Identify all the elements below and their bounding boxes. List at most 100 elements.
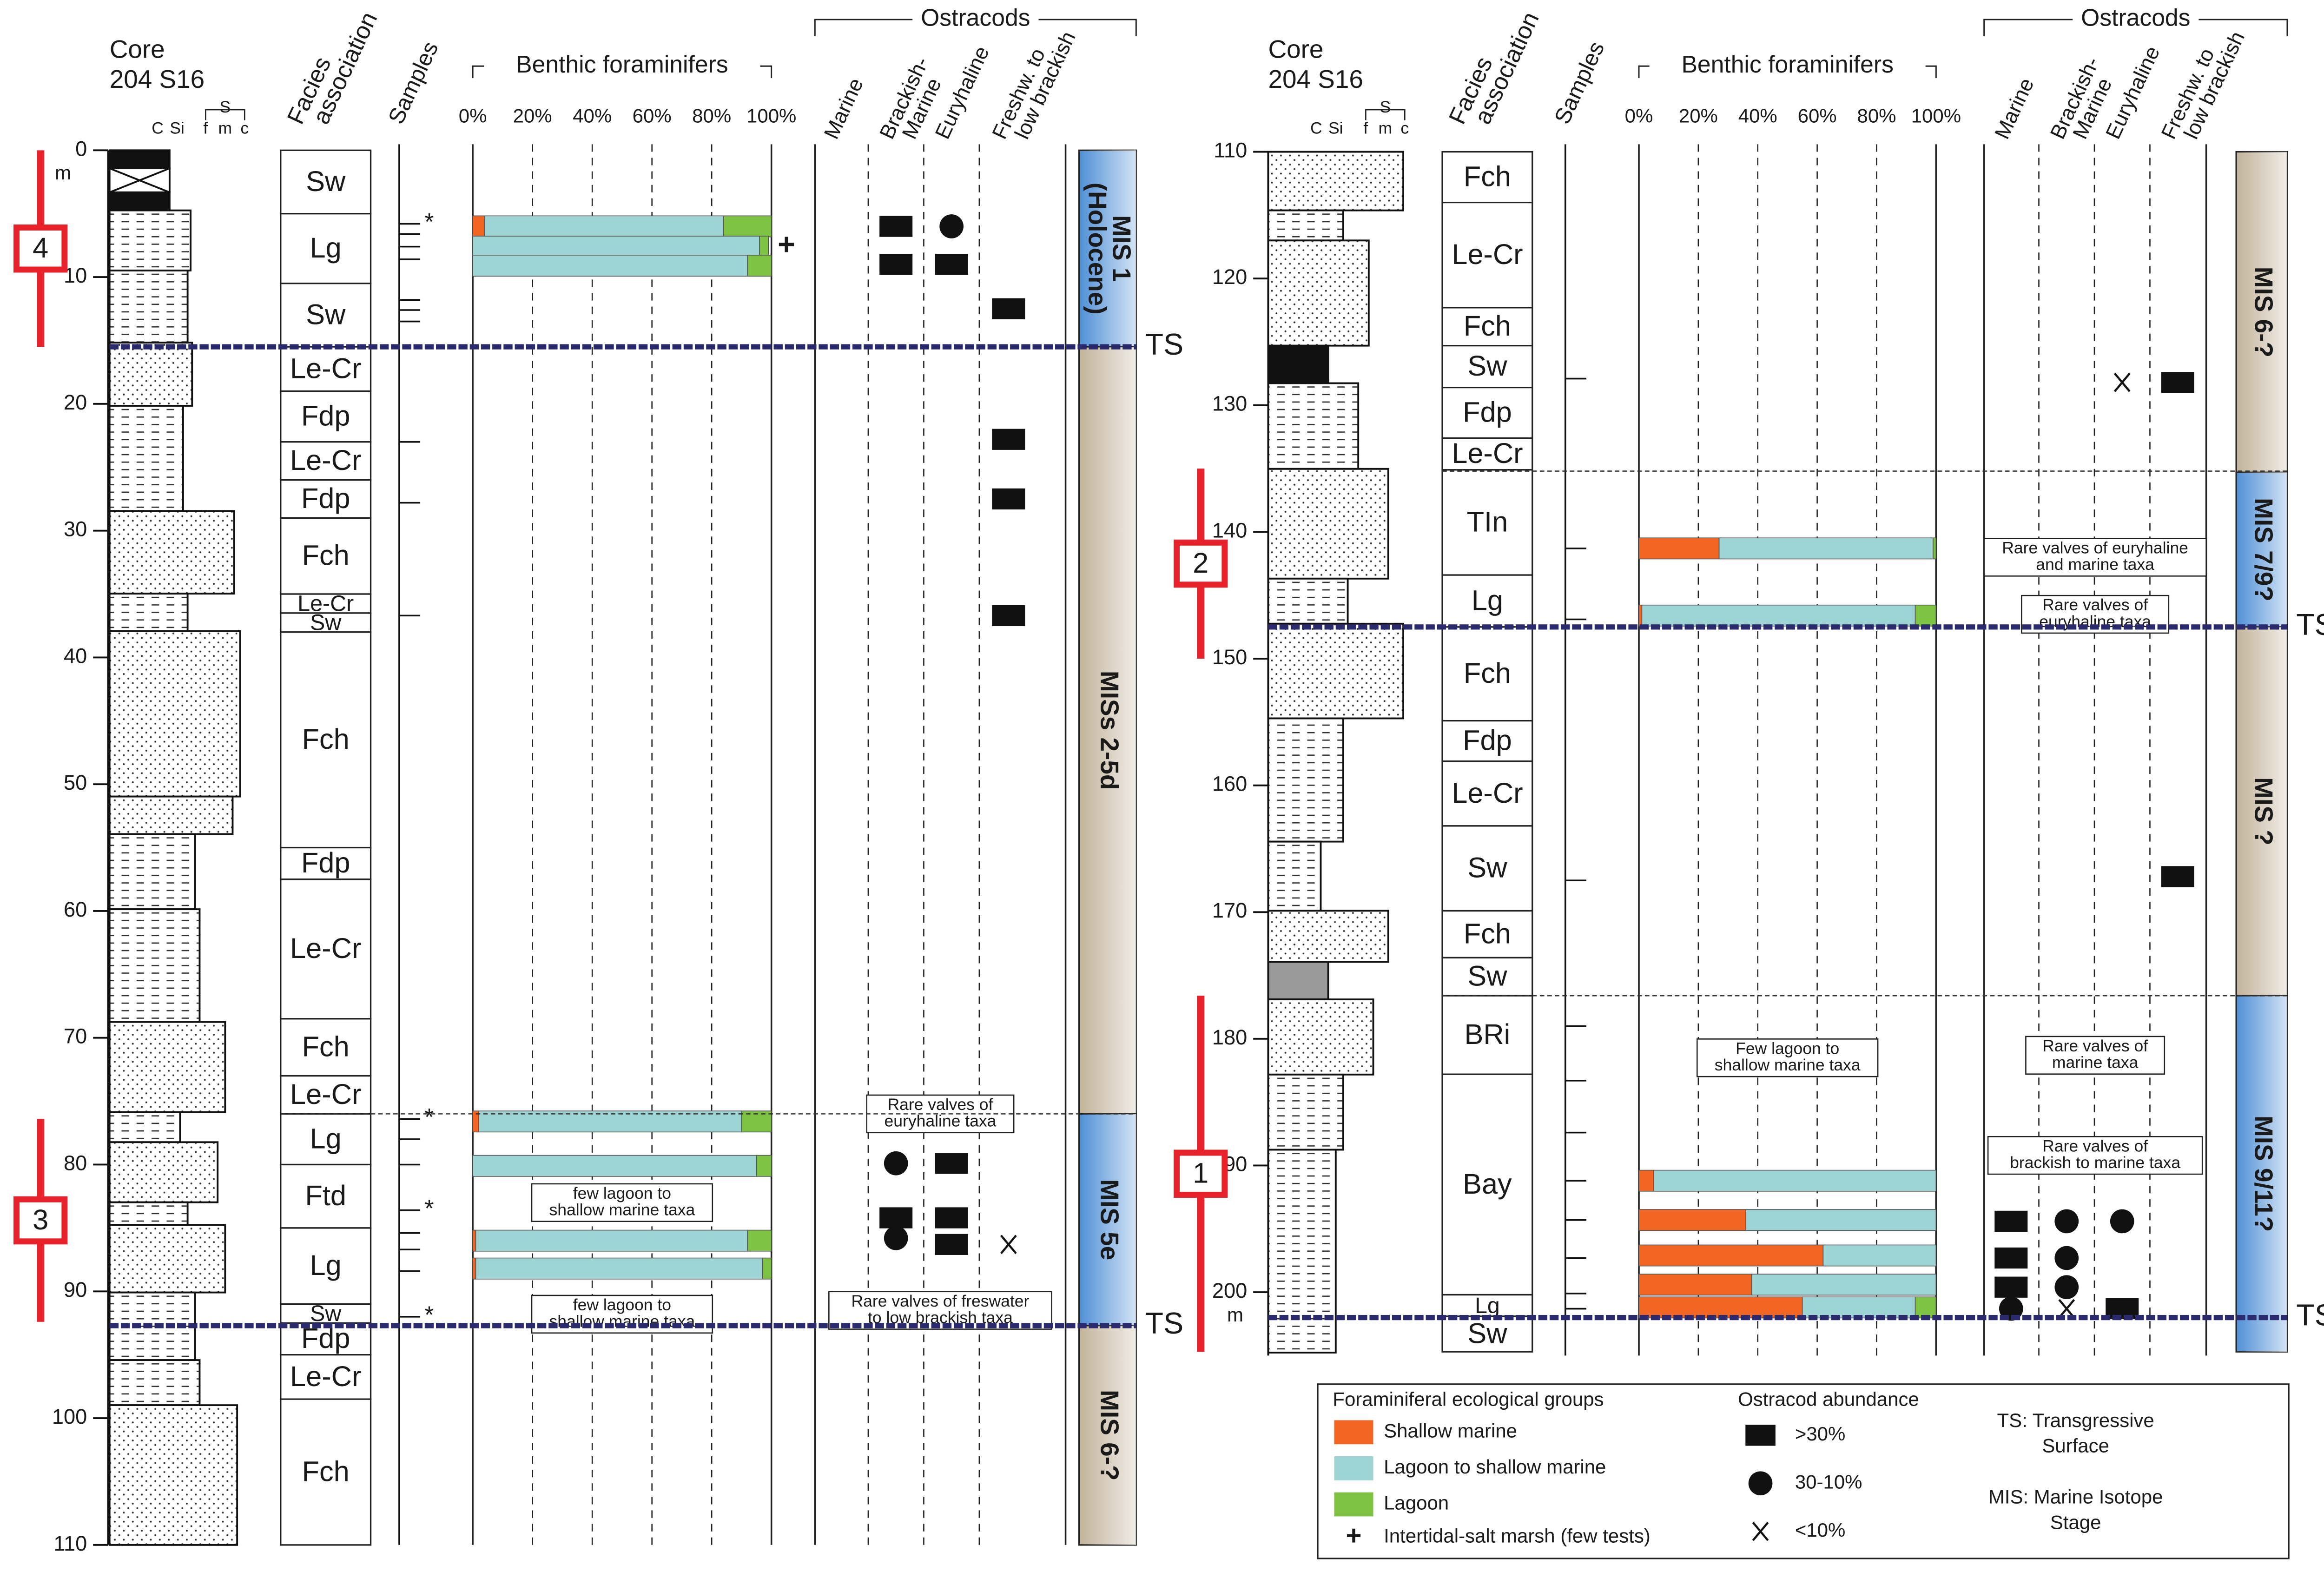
- interval-label: 2: [1193, 547, 1208, 579]
- litho-bed: [1267, 151, 1405, 211]
- forams-segment: [1718, 537, 1934, 560]
- forams-segment: [1802, 1296, 1916, 1319]
- legend-symbol: +: [1346, 1520, 1362, 1551]
- grain-label: S: [219, 98, 231, 116]
- note-text: Rare valves of: [2042, 1037, 2148, 1055]
- sample-marker: *: [424, 208, 434, 235]
- ostracod-mark: [1999, 1296, 2023, 1321]
- legend-symbol: [1745, 1425, 1776, 1446]
- ostracods-bracket: [814, 19, 1137, 36]
- note-box: [828, 1291, 1052, 1330]
- depth-label: 160: [1212, 772, 1247, 796]
- forams-segment: [484, 215, 724, 238]
- legend-title: Ostracod abundance: [1738, 1388, 1919, 1410]
- facies-label: Le-Cr: [1452, 437, 1523, 469]
- depth-label: 40: [64, 644, 87, 667]
- note-text: shallow marine taxa: [549, 1200, 695, 1219]
- facies-label: Fch: [1464, 161, 1511, 193]
- note-text: Few lagoon to: [1736, 1039, 1839, 1057]
- core-title: Core: [110, 34, 165, 63]
- ostracod-mark: [2110, 1209, 2134, 1234]
- note-text: Rare valves of euryhaline: [2002, 539, 2188, 557]
- facies-label: TIn: [1467, 506, 1508, 538]
- note-box: [1983, 538, 2207, 577]
- forams-tick-label: 20%: [513, 105, 552, 126]
- ostracod-mark: [1994, 1210, 2028, 1232]
- forams-bracket: [472, 65, 772, 79]
- depth-label: 110: [1214, 138, 1247, 162]
- ts-label: TS: [1145, 328, 1184, 361]
- note-text: Rare valves of: [887, 1095, 993, 1114]
- note-text: Rare valves of: [2042, 595, 2148, 614]
- forams-marker: +: [778, 228, 795, 261]
- grain-bracket: [1365, 109, 1406, 120]
- ostracod-mark: [2054, 1275, 2079, 1300]
- litho-bed: [1267, 622, 1405, 720]
- forams-tick-label: 60%: [633, 105, 672, 126]
- depth-label: 180: [1212, 1025, 1247, 1049]
- litho-bed: [108, 1224, 226, 1294]
- facies-box: [280, 283, 372, 348]
- ostracod-mark: [2054, 1246, 2079, 1270]
- sample-marker: *: [424, 1103, 434, 1130]
- ostracod-mark: [2054, 1209, 2079, 1234]
- facies-label: Sw: [310, 610, 342, 635]
- litho-bed: [1267, 1073, 1344, 1151]
- legend-abbreviation: Stage: [2050, 1512, 2101, 1533]
- facies-box: [280, 213, 372, 284]
- stage-shine: [2236, 152, 2287, 473]
- ostracod-mark: [1000, 1235, 1017, 1255]
- litho-bed: [108, 795, 234, 835]
- facies-box: [280, 1113, 372, 1166]
- facies-box: [1441, 345, 1533, 389]
- facies-box: [280, 517, 372, 595]
- facies-box: [1441, 574, 1533, 628]
- legend-label: <10%: [1795, 1519, 1846, 1541]
- note-text: few lagoon to: [573, 1295, 671, 1314]
- ostracod-mark: [884, 1151, 908, 1176]
- grain-label: Si: [170, 119, 185, 137]
- facies-label: Le-Cr: [290, 1078, 361, 1110]
- stage-shine: [2236, 627, 2287, 996]
- grain-label: m: [218, 119, 232, 137]
- facies-box: [1441, 201, 1533, 309]
- core-id: 204 S16: [1268, 65, 1363, 93]
- ostracod-mark: [879, 254, 913, 275]
- facies-box: [1441, 1073, 1533, 1296]
- facies-box: [280, 149, 372, 215]
- legend-swatch: [1334, 1420, 1373, 1445]
- legend-abbreviation: MIS: Marine Isotope: [1988, 1486, 2163, 1508]
- forams-segment: [1653, 1169, 1937, 1192]
- stage-label: (Holocene): [1083, 183, 1112, 315]
- litho-bed: [108, 209, 192, 271]
- depth-label: 150: [1212, 645, 1247, 669]
- note-box: [1697, 1038, 1879, 1077]
- legend-abbreviation: TS: Transgressive: [1997, 1409, 2154, 1431]
- interval-label: 1: [1193, 1157, 1208, 1189]
- depth-label: 100: [52, 1405, 87, 1428]
- depth-label: 60: [64, 898, 87, 921]
- stage-label: MIS 6-?: [2250, 267, 2278, 357]
- forams-tick-label: 80%: [1857, 105, 1896, 126]
- facies-label: Fch: [302, 723, 350, 755]
- facies-box: [280, 1354, 372, 1400]
- stage-label: MIS 9/11?: [2250, 1116, 2278, 1232]
- ts-label: TS: [2296, 1299, 2324, 1332]
- litho-bed: [108, 405, 184, 512]
- forams-segment: [475, 1257, 763, 1280]
- ostracod-mark: [2058, 1299, 2075, 1319]
- facies-box: [1441, 825, 1533, 912]
- ostracod-column-label: Marine: [1990, 74, 2039, 143]
- facies-label: Sw: [1467, 1317, 1507, 1349]
- litho-bed: [1267, 840, 1322, 912]
- facies-label: Fdp: [1463, 396, 1512, 429]
- note-text: shallow marine taxa: [1715, 1056, 1861, 1074]
- facies-box: [280, 1018, 372, 1077]
- depth-label: 200: [1212, 1279, 1247, 1302]
- forams-segment: [756, 1155, 772, 1177]
- litho-bed: [108, 510, 235, 595]
- samples-header: Samples: [1550, 38, 1610, 128]
- legend-title: Foraminiferal ecological groups: [1333, 1388, 1604, 1410]
- note-text: brackish to marine taxa: [2010, 1153, 2180, 1172]
- litho-bed: [108, 1141, 219, 1203]
